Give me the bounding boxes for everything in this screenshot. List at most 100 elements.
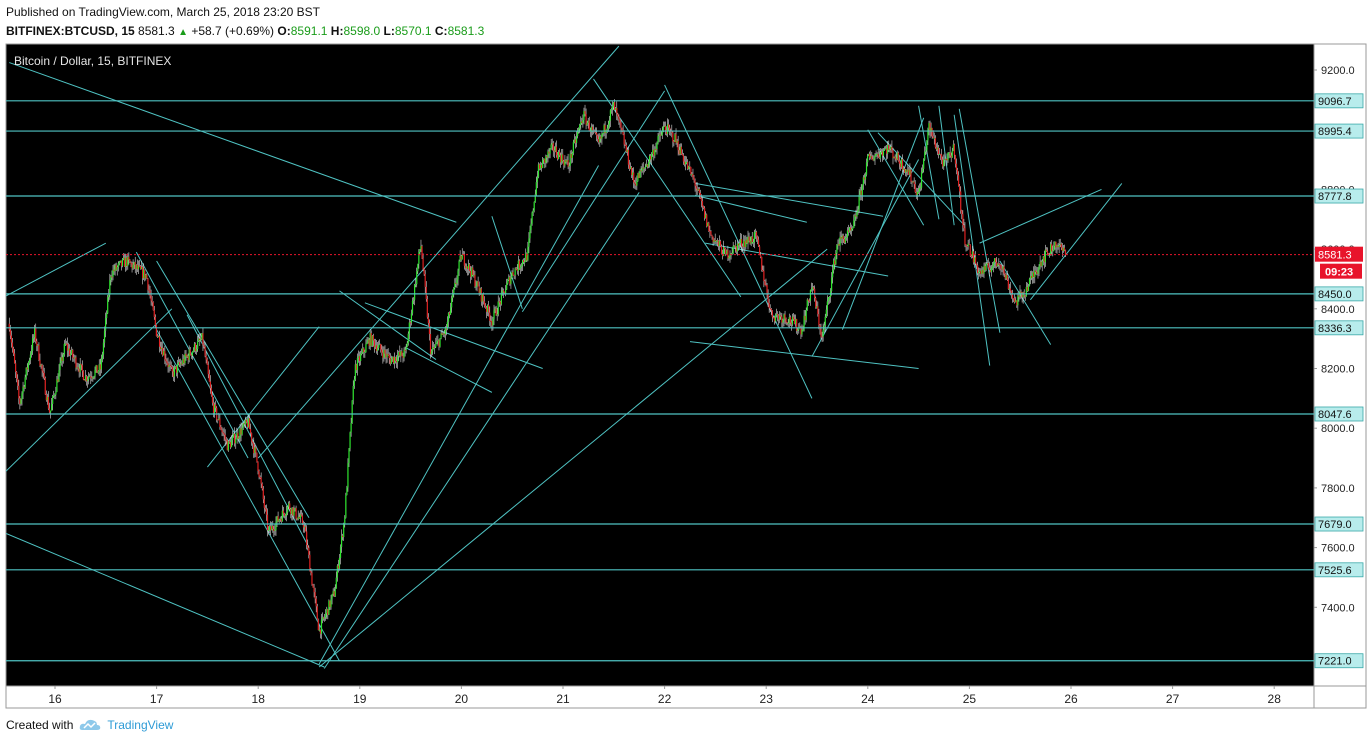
candle-body: [1035, 270, 1037, 273]
candle-body: [910, 169, 912, 182]
candle-body: [235, 439, 237, 444]
candle-body: [36, 341, 38, 346]
candle-body: [355, 364, 358, 371]
candle-body: [481, 294, 483, 302]
candle-body: [828, 296, 831, 298]
candle-body: [913, 181, 915, 185]
candle-body: [422, 258, 424, 270]
candle-body: [178, 362, 180, 365]
candle-body: [226, 440, 228, 451]
candle-body: [86, 379, 89, 382]
candle-body: [701, 200, 704, 207]
candle-body: [169, 364, 171, 367]
candle-body: [339, 547, 342, 558]
candle-body: [911, 181, 913, 183]
tradingview-brand[interactable]: TradingView: [107, 718, 174, 732]
candle-body: [594, 132, 597, 134]
candle-body: [637, 173, 639, 181]
candle-body: [15, 363, 17, 372]
candle-body: [160, 346, 162, 350]
candle-body: [676, 140, 678, 143]
candle-body: [793, 319, 796, 324]
candle-body: [185, 353, 187, 357]
candle-body: [963, 225, 965, 229]
level-label-box: [1314, 406, 1364, 422]
candle-body: [137, 265, 139, 270]
candle-body: [840, 236, 842, 239]
candle-body: [555, 146, 558, 156]
candle-body: [54, 394, 56, 396]
candle-body: [243, 423, 245, 425]
trend-line: [318, 165, 599, 665]
candle-body: [252, 441, 254, 444]
candle-body: [916, 192, 918, 195]
candle-body: [373, 340, 376, 348]
candle-body: [986, 262, 988, 264]
candle-body: [478, 286, 480, 293]
candle-body: [285, 512, 288, 516]
candle-body: [70, 353, 72, 356]
candle-body: [858, 194, 860, 210]
candle-body: [786, 322, 788, 324]
candle-body: [983, 265, 985, 274]
candle-body: [171, 367, 173, 372]
candle-body: [567, 160, 569, 167]
candle-body: [118, 261, 120, 264]
candle-body: [803, 315, 805, 330]
candle-body: [312, 584, 314, 588]
candle-body: [281, 510, 283, 522]
candle-body: [611, 106, 614, 110]
candle-body: [588, 120, 590, 131]
candle-body: [63, 343, 65, 355]
candle-body: [385, 353, 387, 358]
candle-body: [766, 285, 768, 294]
candle-body: [498, 301, 500, 303]
candle-body: [410, 313, 413, 323]
candle-body: [527, 246, 529, 261]
candle-body: [891, 146, 893, 151]
candle-body: [991, 266, 994, 269]
candle-body: [537, 164, 540, 178]
candle-body: [343, 523, 345, 538]
candle-body: [915, 191, 917, 195]
candle-body: [26, 367, 28, 370]
candle-body: [653, 149, 655, 156]
high-label: H:: [330, 24, 344, 38]
candle-body: [114, 265, 116, 272]
candle-body: [74, 357, 76, 359]
candle-body: [557, 151, 560, 160]
candle-body: [1021, 292, 1023, 298]
candle-body: [318, 629, 320, 631]
candle-body: [702, 206, 705, 208]
candle-body: [55, 391, 57, 395]
candle-body: [552, 143, 554, 151]
candle-body: [298, 516, 300, 519]
candle-body: [961, 210, 963, 215]
candle-body: [523, 260, 525, 262]
candle-body: [970, 255, 972, 257]
candle-body: [1008, 288, 1011, 290]
candle-body: [299, 514, 301, 519]
candle-body: [586, 122, 588, 125]
candle-body: [233, 433, 235, 437]
candle-body: [323, 617, 325, 619]
candle-body: [947, 152, 949, 161]
candle-body: [565, 160, 567, 162]
candle-body: [83, 379, 86, 381]
candle-body: [491, 320, 493, 326]
candle-body: [497, 301, 499, 315]
candle-body: [372, 335, 374, 341]
candle-body: [762, 270, 764, 272]
candle-body: [755, 231, 758, 237]
candle-body: [103, 330, 106, 343]
candle-body: [94, 370, 96, 377]
candle-body: [531, 212, 533, 224]
candle-body: [1046, 251, 1049, 254]
candle-body: [293, 509, 295, 516]
candle-body: [865, 162, 868, 175]
candle-body: [673, 141, 675, 143]
candle-body: [547, 151, 549, 158]
candle-body: [877, 153, 879, 157]
candle-body: [476, 281, 478, 287]
